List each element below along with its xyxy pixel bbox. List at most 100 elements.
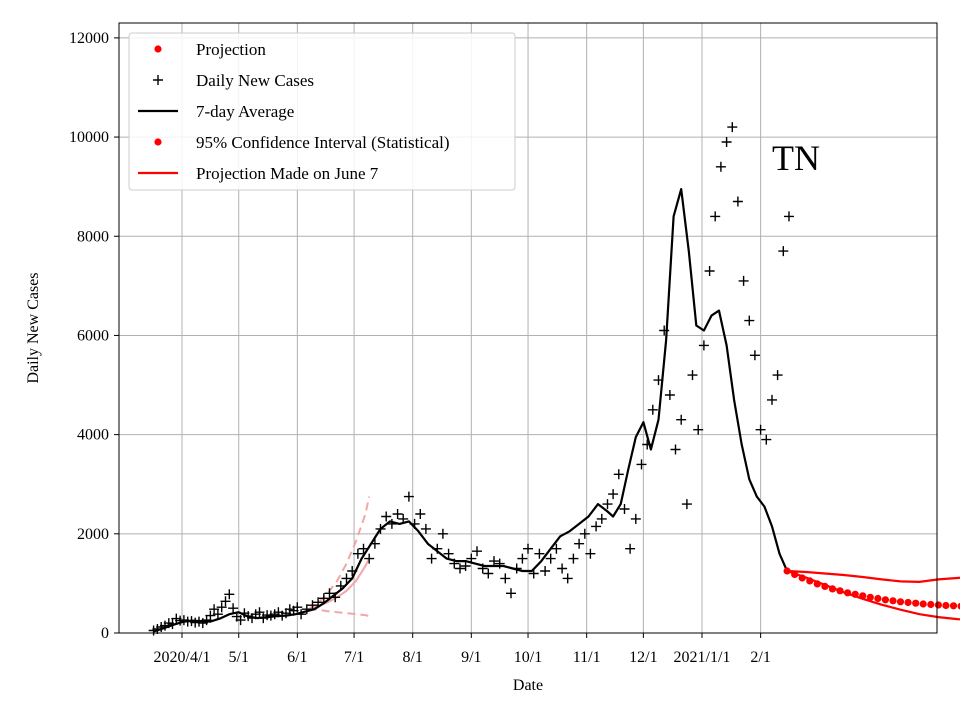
x-tick-label: 9/1 (461, 649, 481, 666)
daily-case-point (381, 511, 392, 522)
daily-case-point (517, 553, 528, 564)
daily-case-point (721, 137, 732, 147)
projection-point (813, 580, 821, 588)
daily-case-point (483, 568, 494, 579)
daily-case-point (545, 553, 556, 564)
x-tick-label: 2021/1/1 (674, 649, 731, 666)
legend-entry: 95% Confidence Interval (Statistical) (154, 133, 450, 152)
daily-case-point (687, 370, 698, 381)
early-projection-upper (308, 496, 371, 611)
daily-case-point (551, 543, 562, 554)
legend-entry: 7-day Average (138, 102, 294, 121)
daily-case-point (784, 211, 794, 222)
legend-label: 95% Confidence Interval (Statistical) (196, 133, 450, 152)
daily-case-point (767, 394, 777, 405)
projection-point (912, 599, 920, 607)
projection-point (806, 577, 814, 585)
confidence-upper-line (787, 569, 960, 584)
daily-case-point (681, 499, 692, 510)
daily-case-point (630, 513, 641, 524)
x-tick-label: 8/1 (402, 649, 422, 666)
daily-case-point (664, 390, 675, 400)
daily-case-point (415, 509, 426, 519)
daily-case-point (755, 424, 766, 435)
projection-point (949, 602, 958, 610)
legend-label: 7-day Average (196, 102, 294, 121)
legend-dot-icon (154, 45, 162, 53)
projection-point (866, 593, 874, 601)
legend-plus-icon (153, 75, 163, 85)
legend-label: Projection (196, 40, 266, 59)
projection-point (904, 598, 912, 607)
x-axis-ticks: 2020/4/1 5/1 6/1 7/1 8/1 9/1 10/1 11/1 12/1 2021/… (154, 633, 771, 666)
daily-case-point (591, 521, 602, 532)
daily-case-point (625, 543, 636, 554)
daily-case-point (352, 548, 363, 559)
daily-case-point (472, 546, 482, 557)
daily-case-point (228, 603, 239, 614)
daily-case-point (579, 528, 590, 539)
daily-case-point (364, 553, 375, 564)
y-tick-label: 12000 (69, 30, 109, 47)
daily-case-point (557, 563, 568, 574)
x-axis-label: Date (513, 677, 543, 694)
projection-group (783, 567, 960, 621)
daily-case-point (437, 528, 448, 539)
daily-case-point (506, 588, 516, 599)
daily-case-point (455, 563, 465, 574)
legend-label: Projection Made on June 7 (196, 164, 379, 183)
projection-point (783, 567, 791, 575)
daily-case-point (732, 196, 743, 207)
x-tick-label: 7/1 (344, 649, 364, 666)
projection-point (934, 601, 943, 609)
daily-case-point (254, 607, 265, 618)
daily-case-point (540, 566, 551, 576)
x-tick-label: 11/1 (573, 649, 601, 666)
daily-case-point (749, 350, 760, 361)
y-axis-label: Daily New Cases (25, 272, 42, 383)
x-tick-label: 2/1 (750, 649, 770, 666)
projection-point (859, 592, 867, 600)
daily-case-point (727, 122, 738, 133)
daily-case-point (596, 513, 607, 524)
daily-case-point (568, 553, 579, 564)
y-axis-ticks: 0 2000 4000 6000 8000 10000 12000 (69, 30, 119, 642)
y-tick-label: 4000 (77, 427, 109, 444)
x-tick-label: 6/1 (287, 649, 307, 666)
legend: Projection Daily New Cases 7-day Average 95… (128, 32, 516, 191)
projection-point (791, 570, 799, 579)
daily-case-point (698, 340, 709, 351)
daily-case-point (715, 161, 726, 172)
daily-case-point (704, 266, 715, 276)
daily-case-point (636, 459, 647, 470)
daily-case-point (307, 600, 318, 611)
daily-case-point (647, 404, 658, 415)
legend-entry: Daily New Cases (153, 71, 314, 90)
daily-case-point (608, 489, 619, 500)
daily-case-point (676, 414, 687, 425)
legend-box (128, 32, 516, 191)
daily-case-point (443, 548, 454, 559)
daily-case-point (534, 548, 545, 559)
state-label: TN (772, 138, 820, 178)
daily-case-point (761, 434, 772, 445)
daily-case-point (602, 499, 613, 510)
legend-entry: Projection (154, 40, 266, 59)
daily-case-point (744, 315, 755, 326)
projection-point (896, 598, 905, 606)
daily-case-point (693, 424, 704, 435)
y-tick-label: 0 (101, 625, 109, 642)
daily-case-point (216, 602, 227, 613)
daily-case-point (341, 573, 352, 584)
legend-label: Daily New Cases (196, 71, 314, 90)
y-tick-label: 8000 (77, 228, 109, 245)
y-tick-label: 6000 (77, 327, 109, 344)
daily-case-point (562, 573, 573, 584)
daily-case-point (324, 588, 335, 599)
daily-case-point (392, 509, 403, 519)
projection-point (942, 601, 950, 610)
y-tick-label: 2000 (77, 526, 109, 543)
daily-case-point (772, 370, 783, 381)
projection-point (957, 602, 960, 610)
daily-case-point (613, 469, 624, 480)
